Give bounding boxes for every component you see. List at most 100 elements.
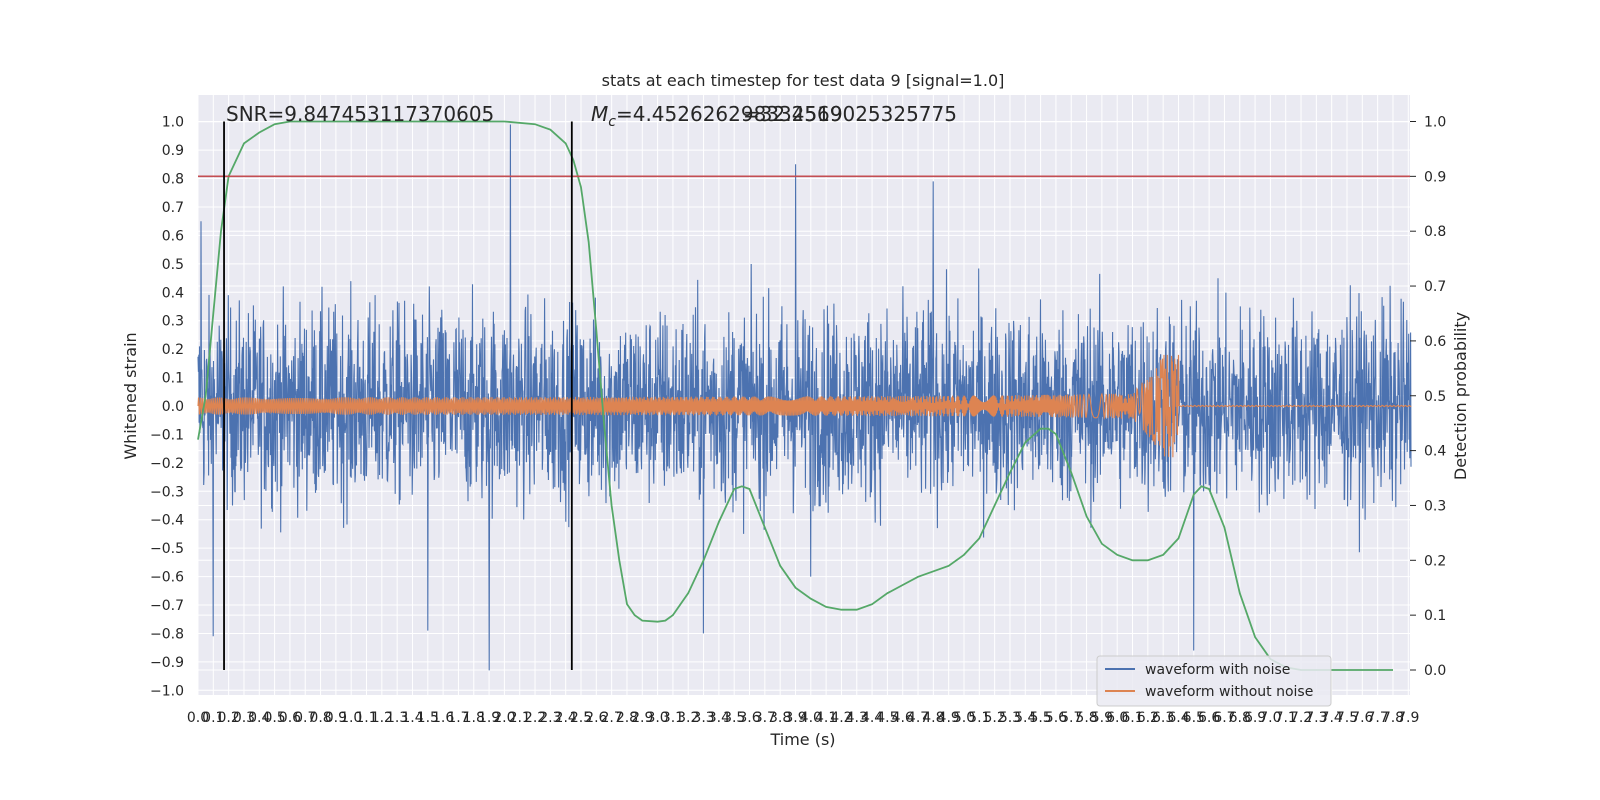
x-tick-label: 4.9 — [938, 710, 960, 726]
y-right-tick-label: 1.0 — [1424, 115, 1446, 131]
x-tick-label: 3.4 — [708, 710, 730, 726]
chirp-mass-annotation: Mc=4.452626298334519 — [591, 102, 843, 130]
x-tick-label: 3.7 — [754, 710, 776, 726]
x-tick-label: 1.2 — [371, 710, 393, 726]
y-left-tick-label: 0.3 — [162, 314, 184, 330]
x-tick-label: 1.9 — [478, 710, 500, 726]
x-tick-label: 0.0 — [187, 710, 209, 726]
y-axis-left-label: Whitened strain — [121, 332, 140, 459]
y-left-tick-label: 1.0 — [162, 115, 184, 131]
y-left-tick-label: 0.1 — [162, 371, 184, 387]
x-tick-label: 3.0 — [646, 710, 668, 726]
x-tick-label: 1.3 — [386, 710, 408, 726]
x-tick-label: 1.0 — [340, 710, 362, 726]
y-right-tick-label: 0.0 — [1424, 663, 1446, 679]
y-right-tick-label: 0.5 — [1424, 389, 1446, 405]
x-tick-label: 2.8 — [616, 710, 638, 726]
x-tick-label: 3.1 — [662, 710, 684, 726]
y-right-tick-label: 0.3 — [1424, 498, 1446, 514]
overlap-annotation: =32.2569025325775 — [743, 102, 957, 126]
y-right-tick-label: 0.9 — [1424, 169, 1446, 185]
y-right-tick-label: 0.2 — [1424, 553, 1446, 569]
x-tick-label: 6.3 — [1152, 710, 1174, 726]
y-left-tick-label: 0.0 — [162, 399, 184, 415]
x-tick-label: 6.9 — [1244, 710, 1266, 726]
x-tick-label: 0.4 — [248, 710, 270, 726]
x-tick-label: 3.9 — [784, 710, 806, 726]
y-left-tick-label: −0.5 — [150, 541, 184, 557]
x-tick-label: 6.2 — [1137, 710, 1159, 726]
x-tick-label: 7.3 — [1305, 710, 1327, 726]
y-axis-right-label: Detection probability — [1451, 312, 1470, 480]
x-tick-label: 4.5 — [876, 710, 898, 726]
y-left-tick-label: −0.1 — [150, 427, 184, 443]
x-tick-label: 1.1 — [355, 710, 377, 726]
x-tick-label: 2.2 — [524, 710, 546, 726]
x-tick-label: 4.8 — [922, 710, 944, 726]
x-tick-label: 6.6 — [1198, 710, 1220, 726]
legend-label-clean: waveform without noise — [1145, 684, 1313, 700]
x-tick-label: 4.0 — [800, 710, 822, 726]
x-tick-label: 0.8 — [309, 710, 331, 726]
x-tick-label: 5.4 — [1014, 710, 1036, 726]
x-tick-label: 0.6 — [279, 710, 301, 726]
x-tick-label: 5.0 — [953, 710, 975, 726]
detection-probability-series — [197, 120, 1410, 671]
y-left-tick-label: 0.6 — [162, 228, 184, 244]
y-left-tick-label: −0.6 — [150, 570, 184, 586]
x-tick-label: 3.3 — [692, 710, 714, 726]
y-left-tick-label: −0.3 — [150, 484, 184, 500]
x-tick-label: 2.9 — [631, 710, 653, 726]
x-tick-label: 2.4 — [555, 710, 577, 726]
x-tick-label: 6.5 — [1183, 710, 1205, 726]
x-tick-label: 7.2 — [1290, 710, 1312, 726]
y-left-tick-label: 0.2 — [162, 342, 184, 358]
vertical-markers — [223, 121, 573, 670]
legend-box — [1096, 655, 1332, 707]
detection-probability-line — [197, 120, 1393, 671]
y-left-tick-label: −0.2 — [150, 456, 184, 472]
x-tick-label: 6.1 — [1121, 710, 1143, 726]
x-tick-label: 2.5 — [570, 710, 592, 726]
x-tick-label: 2.0 — [493, 710, 515, 726]
x-tick-label: 1.5 — [417, 710, 439, 726]
y-right-tick-label: 0.7 — [1424, 279, 1446, 295]
x-tick-label: 1.4 — [401, 710, 423, 726]
clean-waveform-series — [197, 354, 1412, 458]
x-tick-label: 2.1 — [509, 710, 531, 726]
legend: waveform with noise waveform without noi… — [1096, 655, 1332, 707]
x-tick-label: 7.8 — [1382, 710, 1404, 726]
x-tick-label: 1.7 — [447, 710, 469, 726]
x-tick-label: 7.7 — [1367, 710, 1389, 726]
x-tick-label: 6.4 — [1167, 710, 1189, 726]
x-tick-label: 7.1 — [1275, 710, 1297, 726]
y-left-tick-label: −0.8 — [150, 626, 184, 642]
x-tick-label: 6.7 — [1213, 710, 1235, 726]
x-tick-label: 4.6 — [892, 710, 914, 726]
y-right-tick-label: 0.1 — [1424, 608, 1446, 624]
x-tick-label: 5.3 — [999, 710, 1021, 726]
x-tick-label: 7.9 — [1397, 710, 1419, 726]
x-tick-label: 5.6 — [1045, 710, 1067, 726]
y-left-tick-label: 0.5 — [162, 257, 184, 273]
y-left-tick-label: −1.0 — [150, 683, 184, 699]
y-left-tick-label: −0.7 — [150, 598, 184, 614]
x-tick-label: 0.3 — [233, 710, 255, 726]
x-tick-label: 2.6 — [585, 710, 607, 726]
x-tick-label: 0.1 — [202, 710, 224, 726]
y-left-tick-label: 0.7 — [162, 200, 184, 216]
x-tick-label: 3.8 — [769, 710, 791, 726]
x-tick-label: 4.4 — [861, 710, 883, 726]
y-left-tick-label: 0.8 — [162, 172, 184, 188]
y-right-tick-label: 0.8 — [1424, 224, 1446, 240]
y-right-tick-label: 0.4 — [1424, 444, 1446, 460]
chart-title: stats at each timestep for test data 9 [… — [602, 71, 1005, 90]
x-tick-label: 4.7 — [907, 710, 929, 726]
clean-waveform-line — [197, 354, 1412, 458]
y-right-tick-label: 0.6 — [1424, 334, 1446, 350]
x-tick-label: 0.5 — [263, 710, 285, 726]
x-tick-label: 6.8 — [1229, 710, 1251, 726]
x-tick-label: 3.2 — [677, 710, 699, 726]
y-axis-left-ticks: 1.0 0.9 0.8 0.7 0.6 0.5 0.4 0.3 0.2 0.1 0.0 −0.1 −0.… — [150, 115, 184, 700]
